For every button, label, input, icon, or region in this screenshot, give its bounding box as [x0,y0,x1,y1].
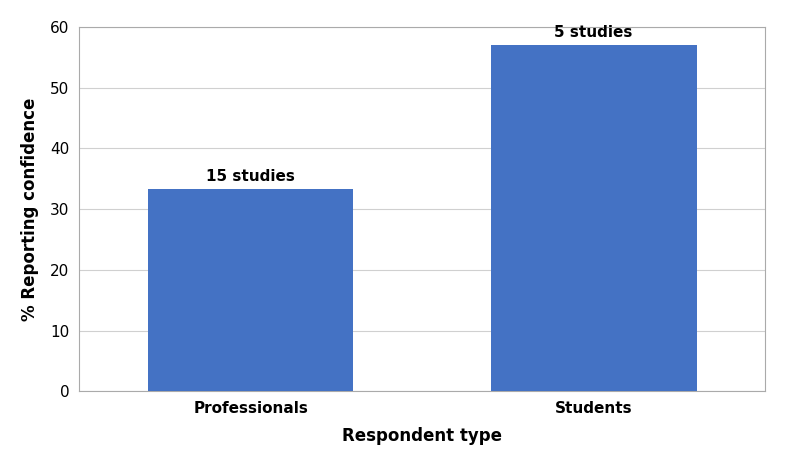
X-axis label: Respondent type: Respondent type [342,427,502,445]
Bar [148,189,354,391]
Bar [490,45,696,391]
Y-axis label: % Reporting confidence: % Reporting confidence [21,97,39,321]
Text: 5 studies: 5 studies [554,25,633,40]
Text: 15 studies: 15 studies [206,169,295,184]
